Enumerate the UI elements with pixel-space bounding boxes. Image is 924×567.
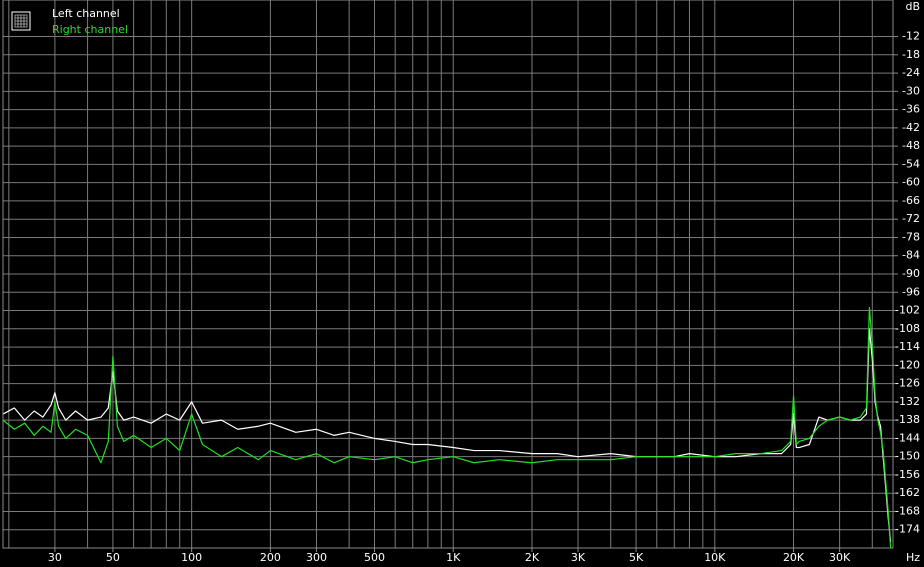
y-tick-label: -150 xyxy=(895,450,920,463)
y-tick-label: -120 xyxy=(895,358,920,371)
y-tick-label: -168 xyxy=(895,504,920,517)
x-tick-label: 20K xyxy=(783,551,805,564)
x-tick-label: 1K xyxy=(446,551,461,564)
x-tick-label: 500 xyxy=(364,551,385,564)
legend-label: Right channel xyxy=(52,23,128,36)
y-tick-label: -12 xyxy=(902,30,920,43)
y-tick-label: -54 xyxy=(902,157,920,170)
x-tick-label: 30 xyxy=(48,551,62,564)
y-tick-label: -66 xyxy=(902,194,920,207)
y-tick-label: -108 xyxy=(895,322,920,335)
y-tick-label: -156 xyxy=(895,468,920,481)
y-tick-label: -126 xyxy=(895,377,920,390)
x-tick-label: 5K xyxy=(629,551,644,564)
y-tick-label: -144 xyxy=(895,431,920,444)
y-tick-label: -84 xyxy=(902,249,920,262)
y-tick-label: -36 xyxy=(902,103,920,116)
y-tick-label: -114 xyxy=(895,340,920,353)
x-tick-label: 50 xyxy=(106,551,120,564)
x-tick-label: 30K xyxy=(829,551,851,564)
x-tick-label: 3K xyxy=(571,551,586,564)
plot-lines xyxy=(2,306,892,549)
y-tick-label: -60 xyxy=(902,176,920,189)
y-tick-label: -42 xyxy=(902,121,920,134)
x-tick-label: 2K xyxy=(525,551,540,564)
y-tick-label: -90 xyxy=(902,267,920,280)
x-axis-label: Hz xyxy=(906,551,920,564)
x-tick-label: 200 xyxy=(260,551,281,564)
y-tick-label: -96 xyxy=(902,285,920,298)
x-tick-label: 300 xyxy=(306,551,327,564)
series-line xyxy=(2,306,892,549)
y-tick-label: -18 xyxy=(902,48,920,61)
x-tick-label: 100 xyxy=(181,551,202,564)
y-tick-label: -78 xyxy=(902,230,920,243)
y-tick-label: -174 xyxy=(895,523,920,536)
y-tick-label: -30 xyxy=(902,84,920,97)
y-axis-label: dB xyxy=(905,0,920,13)
x-tick-label: 10K xyxy=(704,551,726,564)
legend-label: Left channel xyxy=(52,7,120,20)
y-tick-label: -102 xyxy=(895,304,920,317)
legend-icon xyxy=(11,11,31,31)
y-tick-label: -72 xyxy=(902,212,920,225)
y-tick-label: -138 xyxy=(895,413,920,426)
y-tick-label: -162 xyxy=(895,486,920,499)
y-tick-label: -24 xyxy=(902,66,920,79)
y-tick-label: -48 xyxy=(902,139,920,152)
y-tick-label: -132 xyxy=(895,395,920,408)
